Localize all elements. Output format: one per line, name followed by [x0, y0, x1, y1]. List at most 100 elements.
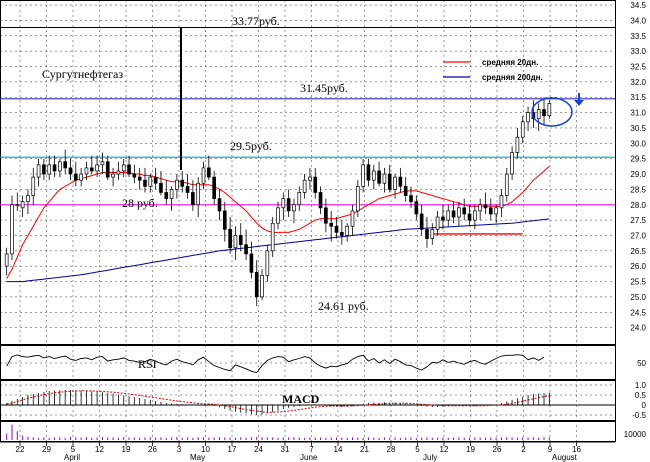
candle-body [254, 271, 259, 298]
level-label-24-61: 24.61 руб. [318, 299, 369, 313]
candle-body [425, 228, 429, 239]
candle-body [276, 207, 280, 224]
candle-body [4, 253, 9, 267]
candle-body [371, 170, 376, 181]
candle-body [95, 164, 99, 172]
candle-body [446, 210, 451, 221]
candle-body [180, 179, 185, 187]
date-tick-label: 31 [281, 445, 290, 454]
date-tick-label: 9 [548, 445, 553, 454]
candle-body [308, 176, 312, 181]
level-label-31-45: 31.45руб. [300, 81, 348, 95]
candle-body [504, 173, 509, 196]
level-label-33-77: 33.77руб. [232, 14, 280, 28]
candle-body [302, 179, 307, 193]
down-arrow-icon [574, 93, 584, 106]
level-label-29-5: 29.5руб. [230, 139, 272, 153]
macd-signal-line [6, 390, 550, 413]
candle-body [318, 192, 323, 209]
candle-body [355, 185, 360, 212]
candle-body [31, 176, 36, 196]
candle-body [116, 170, 121, 175]
candle-body [350, 210, 355, 227]
candle-body [89, 167, 94, 172]
rsi-panel [0, 345, 616, 380]
candle-body [324, 207, 328, 224]
candle-body [435, 216, 440, 230]
rsi-line [6, 354, 545, 374]
candle-body [489, 207, 493, 215]
price-tick-label: 24.0 [630, 324, 646, 333]
price-tick-label: 29.0 [630, 170, 646, 179]
candle-body [377, 170, 381, 184]
candle-body [334, 225, 339, 233]
candle-body [526, 112, 530, 123]
date-tick-label: 28 [387, 445, 396, 454]
candle-body [499, 195, 504, 209]
month-label: July [423, 453, 437, 462]
price-tick-label: 31.0 [630, 109, 646, 118]
price-tick-label: 29.5 [630, 155, 646, 164]
candle-body [58, 161, 62, 172]
candle-body [270, 222, 275, 252]
candle-body [196, 182, 201, 206]
candle-body [313, 176, 318, 193]
date-tick-label: 21 [360, 445, 369, 454]
candle-body [143, 179, 147, 187]
candle-body [244, 244, 248, 255]
candle-body [63, 161, 67, 169]
price-tick-label: 26.5 [630, 247, 646, 256]
macd-tick-label: -0.5 [632, 411, 646, 420]
price-axis: 34.5 34.0 33.5 33.0 32.5 32.0 31.5 31.0 30.5 30.0… [630, 1, 646, 333]
month-label: August [552, 453, 578, 462]
price-tick-label: 34.5 [630, 1, 646, 10]
candle-body [159, 182, 163, 193]
price-tick-label: 24.5 [630, 308, 646, 317]
date-tick-label: 7 [309, 445, 314, 454]
candle-body [217, 198, 222, 212]
price-tick-label: 26.0 [630, 262, 646, 271]
candle-body [457, 207, 461, 218]
rsi-label: RSI [138, 357, 157, 371]
date-tick-label: 19 [466, 445, 475, 454]
date-tick-label: 2 [521, 445, 526, 454]
candle-body [361, 164, 365, 187]
date-tick-label: 16 [572, 445, 581, 454]
price-tick-label: 32.5 [630, 63, 646, 72]
candle-body [462, 207, 467, 215]
macd-indicator: 1.00.50-0.5 [0, 381, 647, 420]
macd-tick-label: 0 [642, 401, 647, 410]
candle-body [201, 167, 206, 184]
candle-body [393, 176, 397, 190]
date-tick-label: 19 [122, 445, 131, 454]
candle-body [42, 164, 46, 175]
candle-body [286, 198, 291, 212]
candle-body [15, 204, 20, 207]
volume-panel [0, 421, 616, 442]
candle-body [20, 201, 25, 209]
candle-body [111, 173, 115, 178]
date-tick-label: 10 [201, 445, 210, 454]
rsi-tick-label: 50 [637, 359, 646, 368]
price-tick-label: 33.5 [630, 32, 646, 41]
candle-body [238, 235, 243, 246]
grid [0, 0, 615, 442]
level-label-28: 28 руб. [122, 196, 158, 210]
candle-body [84, 167, 89, 175]
price-tick-label: 27.0 [630, 231, 646, 240]
candle-body [105, 161, 110, 178]
candle-body [137, 176, 142, 181]
date-tick-label: 26 [148, 445, 157, 454]
price-tick-label: 25.5 [630, 278, 646, 287]
price-tick-label: 30.0 [630, 139, 646, 148]
candle-body [68, 167, 73, 175]
candle-body [260, 275, 264, 298]
volume-tick-label: 10000 [624, 430, 647, 439]
candle-body [515, 136, 520, 153]
candle-body [281, 198, 286, 209]
price-tick-label: 31.5 [630, 93, 646, 102]
highlight-ellipse [531, 97, 573, 127]
date-tick-label: 14 [334, 445, 343, 454]
date-axis: 22 29 5 12 19 26 3 10 17 24 31 7 14 21 28 5 12 19 26 2 9 16Ap… [0, 441, 615, 462]
